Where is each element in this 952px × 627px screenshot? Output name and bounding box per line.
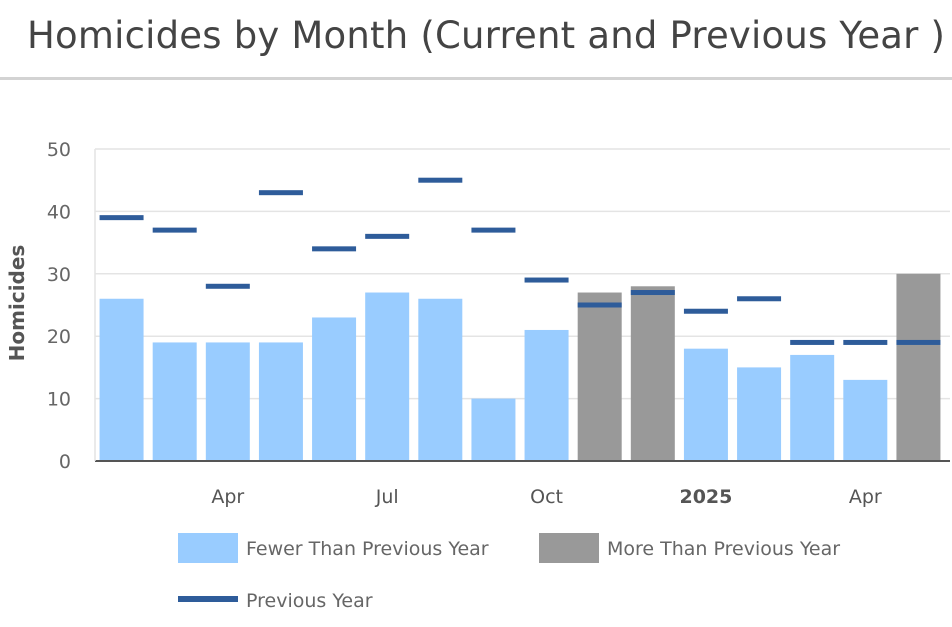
x-tick-label: 2025 bbox=[679, 486, 732, 508]
y-axis-label: Homicides bbox=[5, 245, 29, 362]
marker-previous-year bbox=[312, 246, 357, 252]
bar-current-year bbox=[99, 298, 144, 461]
bar-current-year bbox=[524, 329, 569, 461]
bar-current-year bbox=[577, 292, 622, 461]
marker-previous-year bbox=[896, 339, 941, 345]
x-tick-label: Apr bbox=[211, 486, 244, 508]
x-tick-label: Jul bbox=[375, 486, 399, 508]
bars bbox=[99, 273, 941, 461]
x-tick-label: Apr bbox=[849, 486, 882, 508]
bar-current-year bbox=[896, 273, 941, 461]
legend-swatch-previous-year bbox=[178, 596, 238, 602]
y-tick-label: 0 bbox=[59, 451, 71, 473]
marker-previous-year bbox=[683, 308, 728, 314]
marker-previous-year bbox=[418, 177, 463, 183]
marker-previous-year bbox=[577, 302, 622, 308]
y-tick-label: 40 bbox=[47, 201, 71, 223]
y-tick-label: 10 bbox=[47, 389, 71, 411]
legend-label-previous-year: Previous Year bbox=[246, 590, 373, 612]
y-tick-label: 20 bbox=[47, 326, 71, 348]
bar-current-year bbox=[790, 354, 835, 461]
previous-year-markers bbox=[99, 177, 941, 345]
legend: Fewer Than Previous Year More Than Previ… bbox=[178, 533, 840, 612]
bar-current-year bbox=[683, 348, 728, 461]
bar-current-year bbox=[630, 286, 675, 461]
bar-current-year bbox=[205, 342, 250, 461]
bar-current-year bbox=[471, 398, 516, 461]
marker-previous-year bbox=[471, 227, 516, 233]
title-divider bbox=[0, 77, 952, 80]
marker-previous-year bbox=[365, 233, 410, 239]
bar-current-year bbox=[737, 367, 782, 461]
marker-previous-year bbox=[99, 215, 144, 221]
chart-title: Homicides by Month (Current and Previous… bbox=[27, 14, 946, 57]
legend-swatch-fewer bbox=[178, 533, 238, 563]
marker-previous-year bbox=[205, 283, 250, 289]
legend-swatch-more bbox=[539, 533, 599, 563]
y-tick-label: 30 bbox=[47, 264, 71, 286]
bar-current-year bbox=[843, 379, 888, 461]
bar-current-year bbox=[312, 317, 357, 461]
y-tick-label: 50 bbox=[47, 139, 71, 161]
marker-previous-year bbox=[843, 339, 888, 345]
legend-label-more: More Than Previous Year bbox=[607, 538, 840, 560]
legend-label-fewer: Fewer Than Previous Year bbox=[246, 538, 489, 560]
marker-previous-year bbox=[258, 190, 303, 196]
marker-previous-year bbox=[630, 290, 675, 296]
bar-current-year bbox=[152, 342, 197, 461]
marker-previous-year bbox=[790, 339, 835, 345]
bar-current-year bbox=[365, 292, 410, 461]
marker-previous-year bbox=[737, 296, 782, 302]
marker-previous-year bbox=[152, 227, 197, 233]
marker-previous-year bbox=[524, 277, 569, 283]
y-tick-labels: 0 10 20 30 40 50 bbox=[47, 139, 71, 473]
x-tick-labels: Apr Jul Oct 2025 Apr bbox=[211, 486, 882, 508]
x-tick-label: Oct bbox=[530, 486, 563, 508]
bar-current-year bbox=[418, 298, 463, 461]
bar-current-year bbox=[258, 342, 303, 461]
